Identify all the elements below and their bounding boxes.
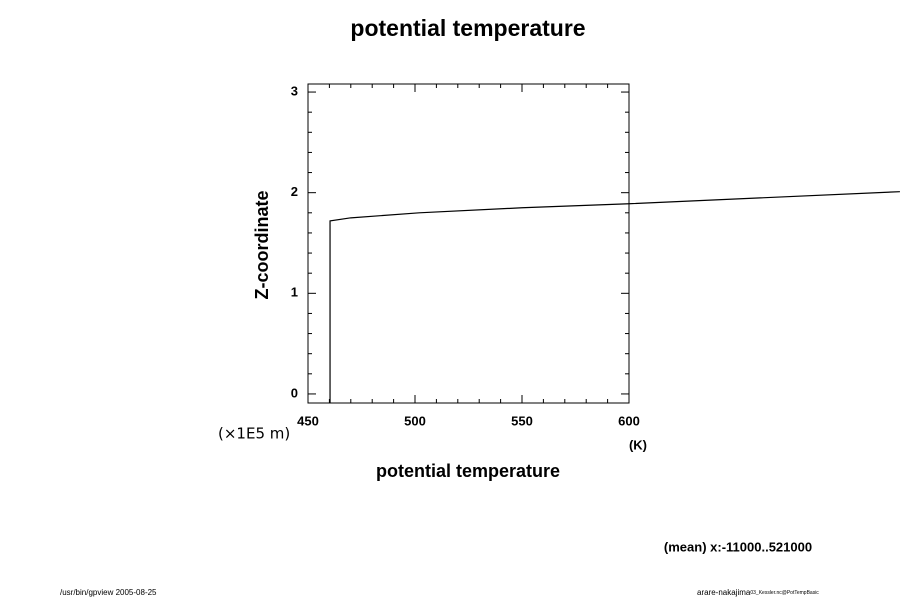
chart-title: potential temperature: [350, 15, 585, 41]
footer-right-main: arare-nakajima: [697, 588, 751, 597]
plot-frame: [307, 83, 630, 404]
x-tick-label: 600: [618, 413, 640, 428]
footer-left: /usr/bin/gpview 2005-08-25: [60, 588, 157, 597]
y-unit: (×1E5 m): [218, 425, 290, 443]
y-tick-label: 3: [291, 83, 298, 98]
footer-right: arare-nakajima03_Kessler.nc@PotTempBasic: [697, 588, 819, 597]
x-unit: (K): [629, 437, 647, 452]
footer-right-small: 03_Kessler.nc@PotTempBasic: [750, 590, 819, 596]
y-axis-label: Z-coordinate: [252, 190, 272, 299]
x-tick-label: 550: [511, 413, 533, 428]
y-tick-label: 1: [291, 285, 298, 300]
x-axis-label: potential temperature: [376, 461, 560, 481]
y-tick-label: 0: [291, 385, 298, 400]
x-tick-label: 450: [297, 413, 319, 428]
y-tick-label: 2: [291, 184, 298, 199]
annotation: (mean) x:-11000..521000: [664, 539, 812, 554]
x-tick-label: 500: [404, 413, 426, 428]
data-line: [329, 191, 900, 403]
